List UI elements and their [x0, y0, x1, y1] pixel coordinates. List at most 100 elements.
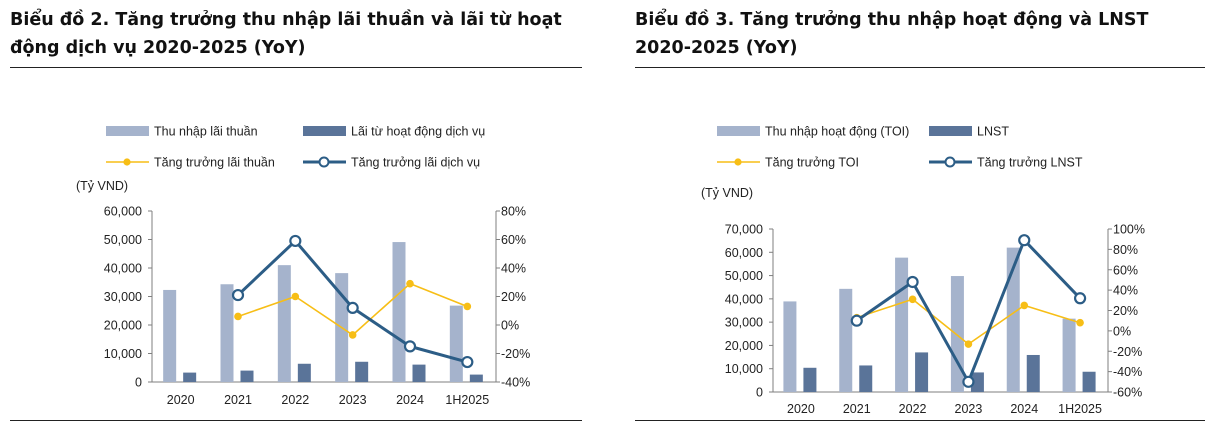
y-axis-unit-label: (Tỷ VND)	[76, 179, 128, 193]
bar-lnst	[970, 372, 984, 392]
y-axis-unit-label: (Tỷ VND)	[701, 186, 753, 200]
y2-tick-label: 20%	[1113, 304, 1138, 318]
legend-thu-nhap-lai-thuan-label: Thu nhập lãi thuần	[154, 125, 258, 139]
y-tick-label: 10,000	[725, 362, 763, 376]
bar-lnst	[859, 365, 873, 392]
y2-tick-label: 60%	[1113, 263, 1138, 277]
bar-lai-tu-hoat-dong-dich-vu	[183, 372, 197, 382]
legend-thu-nhap-lai-thuan-swatch	[106, 126, 149, 136]
point-tang-truong-lai-dich-vu	[346, 301, 359, 314]
x-tick-label: 2021	[224, 393, 252, 407]
point-tang-truong-lai-dich-vu	[289, 234, 302, 248]
y2-tick-label: 0%	[1113, 324, 1131, 338]
chart-panel-left: Biểu đồ 2. Tăng trưởng thu nhập lãi thuầ…	[10, 0, 582, 423]
point-tang-truong-lnst	[906, 275, 919, 289]
point-tang-truong-toi	[964, 340, 973, 348]
bar-lai-tu-hoat-dong-dich-vu	[297, 363, 311, 382]
y-tick-label: 20,000	[725, 339, 763, 353]
legend-tang-truong-lnst-label: Tăng trưởng LNST	[977, 156, 1083, 170]
point-tang-truong-lai-thuan	[406, 279, 414, 288]
legend-lnst-swatch	[929, 126, 972, 136]
y2-tick-label: -20%	[1113, 345, 1142, 359]
y2-tick-label: 20%	[501, 290, 526, 304]
legend-tang-truong-lnst-marker	[944, 156, 956, 168]
y2-tick-label: 100%	[1113, 223, 1145, 237]
bar-thu-nhap-lai-thuan	[163, 289, 177, 382]
point-tang-truong-lnst	[962, 375, 975, 388]
line-tang-truong-toi	[856, 298, 1081, 345]
bar-thu-nhap-lai-thuan	[220, 284, 234, 382]
y-tick-label: 30,000	[104, 290, 142, 304]
y-tick-label: 70,000	[725, 223, 763, 237]
point-tang-truong-lai-dich-vu	[403, 340, 417, 353]
bottom-divider	[635, 420, 1205, 421]
y-tick-label: 40,000	[104, 262, 142, 276]
bar-thu-nhap-lai-thuan	[392, 242, 406, 382]
point-tang-truong-toi	[1076, 318, 1084, 327]
legend-lai-tu-hoat-dong-dich-vu-label: Lãi từ hoạt động dịch vụ	[351, 125, 485, 139]
x-tick-label: 2024	[396, 393, 424, 407]
point-tang-truong-lai-thuan	[234, 312, 242, 321]
bar-thu-nhap-lai-thuan	[449, 305, 463, 382]
x-tick-label: 2021	[843, 402, 871, 416]
x-tick-label: 1H2025	[445, 393, 489, 407]
chart-title: Biểu đồ 2. Tăng trưởng thu nhập lãi thuầ…	[10, 10, 562, 58]
legend-tang-truong-lai-dich-vu-marker	[318, 156, 330, 168]
line-tang-truong-lnst	[855, 238, 1082, 384]
bar-lnst	[1082, 371, 1096, 392]
chart-title: Biểu đồ 3. Tăng trưởng thu nhập hoạt độn…	[635, 10, 1149, 58]
point-tang-truong-lai-thuan	[463, 302, 472, 311]
point-tang-truong-toi	[908, 295, 917, 304]
bar-thu-nhap-hoat-dong-toi	[1062, 318, 1076, 392]
chart-right: (Tỷ VND) Thu nhập hoạt động (TOI) LNST Tăng…	[701, 125, 1145, 417]
x-tick-label: 2023	[955, 402, 983, 416]
bar-lnst	[915, 352, 929, 392]
bar-thu-nhap-hoat-dong-toi	[1006, 247, 1020, 392]
y2-tick-label: 40%	[1113, 284, 1138, 298]
y-tick-label: 50,000	[104, 233, 142, 247]
legend-thu-nhap-hoat-dong-toi-swatch	[717, 126, 760, 136]
point-tang-truong-toi	[1020, 301, 1029, 310]
point-tang-truong-lnst	[850, 314, 863, 327]
point-tang-truong-lai-thuan	[291, 292, 300, 301]
point-tang-truong-lai-dich-vu	[461, 355, 474, 369]
legend-tang-truong-lai-thuan-label: Tăng trưởng lãi thuần	[154, 156, 275, 170]
y2-tick-label: 80%	[1113, 243, 1138, 257]
legend-tang-truong-lai-thuan-marker	[123, 158, 131, 166]
y2-tick-label: -40%	[1113, 365, 1142, 379]
bar-lai-tu-hoat-dong-dich-vu	[355, 361, 369, 382]
y-tick-label: 60,000	[725, 246, 763, 260]
legend-tang-truong-lai-dich-vu-label: Tăng trưởng lãi dịch vụ	[351, 156, 480, 170]
point-tang-truong-lai-thuan	[348, 331, 357, 339]
y2-tick-label: -40%	[501, 376, 530, 390]
bottom-divider	[10, 420, 582, 421]
legend-tang-truong-toi-label: Tăng trưởng TOI	[765, 156, 859, 170]
x-tick-label: 2024	[1010, 402, 1038, 416]
y2-tick-label: -20%	[501, 347, 530, 361]
legend-tang-truong-toi-marker	[734, 158, 742, 166]
legend-lnst-label: LNST	[977, 125, 1009, 139]
x-tick-label: 2020	[167, 393, 195, 407]
y-tick-label: 40,000	[725, 292, 763, 306]
bar-lai-tu-hoat-dong-dich-vu	[412, 364, 426, 382]
chart-left: (Tỷ VND) Thu nhập lãi thuần Lãi từ hoạt độ…	[76, 125, 530, 408]
y2-tick-label: 60%	[501, 233, 526, 247]
x-tick-label: 1H2025	[1058, 402, 1102, 416]
title-divider	[635, 67, 1205, 68]
y-tick-label: 20,000	[104, 319, 142, 333]
x-tick-label: 2020	[787, 402, 815, 416]
x-tick-label: 2022	[899, 402, 927, 416]
bar-thu-nhap-hoat-dong-toi	[950, 276, 964, 392]
y-tick-label: 30,000	[725, 316, 763, 330]
y-tick-label: 0	[756, 386, 763, 400]
bar-lai-tu-hoat-dong-dich-vu	[240, 370, 254, 382]
y-tick-label: 0	[135, 376, 142, 390]
point-tang-truong-lnst	[1073, 292, 1087, 305]
bar-thu-nhap-lai-thuan	[277, 265, 291, 382]
point-tang-truong-lai-dich-vu	[231, 288, 245, 302]
y-tick-label: 10,000	[104, 347, 142, 361]
y-tick-label: 50,000	[725, 269, 763, 283]
bar-thu-nhap-hoat-dong-toi	[895, 257, 909, 392]
chart-panel-right: Biểu đồ 3. Tăng trưởng thu nhập hoạt độn…	[635, 0, 1205, 423]
x-tick-label: 2022	[281, 393, 309, 407]
